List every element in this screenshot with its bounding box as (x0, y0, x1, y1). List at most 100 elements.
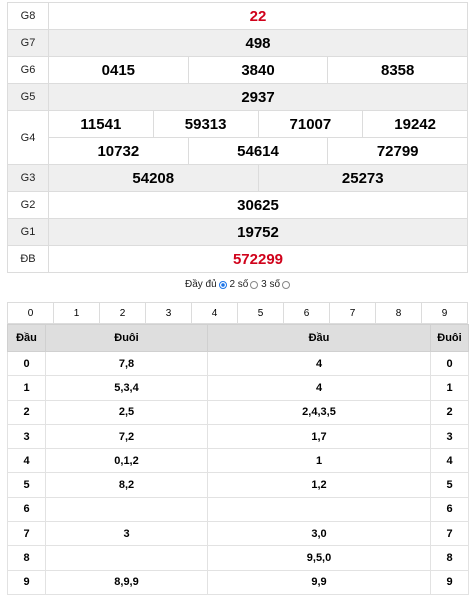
option-two-label: 2 số (229, 279, 249, 290)
row-key: 7 (7, 521, 46, 547)
display-options: Đầy đủ 2 số 3 số (0, 279, 475, 290)
tail-digits: 2,5 (45, 399, 208, 425)
results-table: G8 22 G7 498 G6 0415 3840 8358 G5 2937 G… (7, 2, 468, 273)
prize-value: 3840 (189, 57, 329, 83)
row-key: 8 (430, 545, 469, 571)
prize-value: 8358 (380, 61, 415, 79)
tail-digits (45, 545, 208, 571)
prize-row-g1: G1 19752 (7, 218, 468, 246)
option-three-label: 3 số (261, 279, 281, 290)
col-header-head: Đầu (7, 324, 46, 352)
row-key: 9 (430, 569, 469, 595)
prize-row-g8: G8 22 (7, 2, 468, 30)
head-digits: 9,5,0 (207, 545, 431, 571)
option-full[interactable]: Đầy đủ (185, 279, 227, 290)
prize-value: 54614 (189, 138, 329, 164)
prize-row-g6: G6 0415 3840 8358 (7, 56, 468, 84)
head-digits: 2,4,3,5 (207, 399, 431, 425)
prize-row-g5: G5 2937 (7, 83, 468, 111)
table-row: 8 9,5,0 8 (7, 545, 469, 571)
prize-value: 72799 (376, 142, 419, 160)
digit-button[interactable]: 5 (238, 303, 284, 323)
prize-label: G7 (7, 29, 49, 57)
prize-row-g7: G7 498 (7, 29, 468, 57)
prize-value: 25273 (341, 169, 384, 187)
row-key: 9 (7, 569, 46, 595)
row-key: 5 (430, 472, 469, 498)
row-key: 1 (430, 375, 469, 401)
digit-filter: 0 1 2 3 4 5 6 7 8 9 (7, 302, 468, 324)
row-key: 2 (430, 399, 469, 425)
tail-digits: 7,8 (45, 350, 208, 377)
head-digits: 1,2 (207, 472, 431, 498)
row-key: 3 (430, 423, 469, 450)
prize-value: 54208 (49, 165, 259, 191)
col-header-tail: Đuôi (45, 324, 208, 352)
tail-digits: 0,1,2 (45, 448, 208, 474)
tail-digits: 3 (45, 521, 208, 547)
digit-button[interactable]: 3 (146, 303, 192, 323)
prize-label: G6 (7, 56, 49, 84)
row-key: 6 (430, 496, 469, 523)
head-digits: 1,7 (207, 423, 431, 450)
table-row: 7 3 3,0 7 (7, 521, 469, 547)
row-key: 6 (7, 496, 46, 523)
row-key: 8 (7, 545, 46, 571)
digit-button[interactable]: 4 (192, 303, 238, 323)
option-two-digits[interactable]: 2 số (229, 279, 259, 290)
col-header-head: Đầu (207, 324, 431, 352)
digit-button[interactable]: 2 (100, 303, 146, 323)
prize-label: ĐB (7, 245, 49, 273)
digit-button[interactable]: 0 (8, 303, 54, 323)
prize-row-g3: G3 54208 25273 (7, 164, 468, 192)
prize-label: G1 (7, 218, 49, 246)
prize-value: 10732 (49, 138, 189, 164)
special-prize-value: 572299 (48, 245, 468, 273)
digit-button[interactable]: 6 (284, 303, 330, 323)
head-digits (207, 496, 431, 523)
table-row: 1 5,3,4 4 1 (7, 375, 469, 401)
prize-label: G5 (7, 83, 49, 111)
table-row: 9 8,9,9 9,9 9 (7, 569, 469, 595)
digit-button[interactable]: 9 (441, 307, 448, 319)
prize-value: 59313 (154, 111, 259, 137)
row-key: 3 (7, 423, 46, 450)
row-key: 4 (430, 448, 469, 474)
digit-button[interactable]: 8 (376, 303, 422, 323)
option-full-label: Đầy đủ (184, 279, 217, 290)
prize-value: 22 (48, 2, 468, 30)
prize-label: G3 (7, 164, 49, 192)
row-key: 7 (430, 521, 469, 547)
table-row: 0 7,8 4 0 (7, 350, 469, 377)
stats-header-row: Đầu Đuôi Đầu Đuôi (7, 324, 469, 352)
tail-digits: 5,3,4 (45, 375, 208, 401)
table-row: 2 2,5 2,4,3,5 2 (7, 399, 469, 425)
radio-selected-icon[interactable] (218, 280, 227, 289)
table-row: 3 7,2 1,7 3 (7, 423, 469, 450)
radio-icon[interactable] (282, 280, 291, 289)
prize-value: 498 (48, 29, 468, 57)
tail-digits: 7,2 (45, 423, 208, 450)
head-tail-table: Đầu Đuôi Đầu Đuôi 0 7,8 4 0 1 5,3,4 4 1 2 2,5 2,4,… (7, 324, 469, 595)
head-digits: 9,9 (207, 569, 431, 595)
tail-digits: 8,2 (45, 472, 208, 498)
radio-icon[interactable] (250, 280, 259, 289)
prize-value: 11541 (49, 111, 154, 137)
tail-digits (45, 496, 208, 523)
tail-digits: 8,9,9 (45, 569, 208, 595)
head-digits: 3,0 (207, 521, 431, 547)
prize-row-special: ĐB 572299 (7, 245, 468, 273)
prize-value: 2937 (48, 83, 468, 111)
row-key: 0 (7, 350, 46, 377)
row-key: 1 (7, 375, 46, 401)
prize-value: 0415 (49, 57, 189, 83)
digit-button[interactable]: 7 (330, 303, 376, 323)
prize-row-g2: G2 30625 (7, 191, 468, 219)
digit-button[interactable]: 1 (54, 303, 100, 323)
prize-label: G8 (7, 2, 49, 30)
head-digits: 4 (207, 350, 431, 377)
prize-value: 19242 (394, 115, 436, 133)
option-three-digits[interactable]: 3 số (261, 279, 291, 290)
head-digits: 4 (207, 375, 431, 401)
